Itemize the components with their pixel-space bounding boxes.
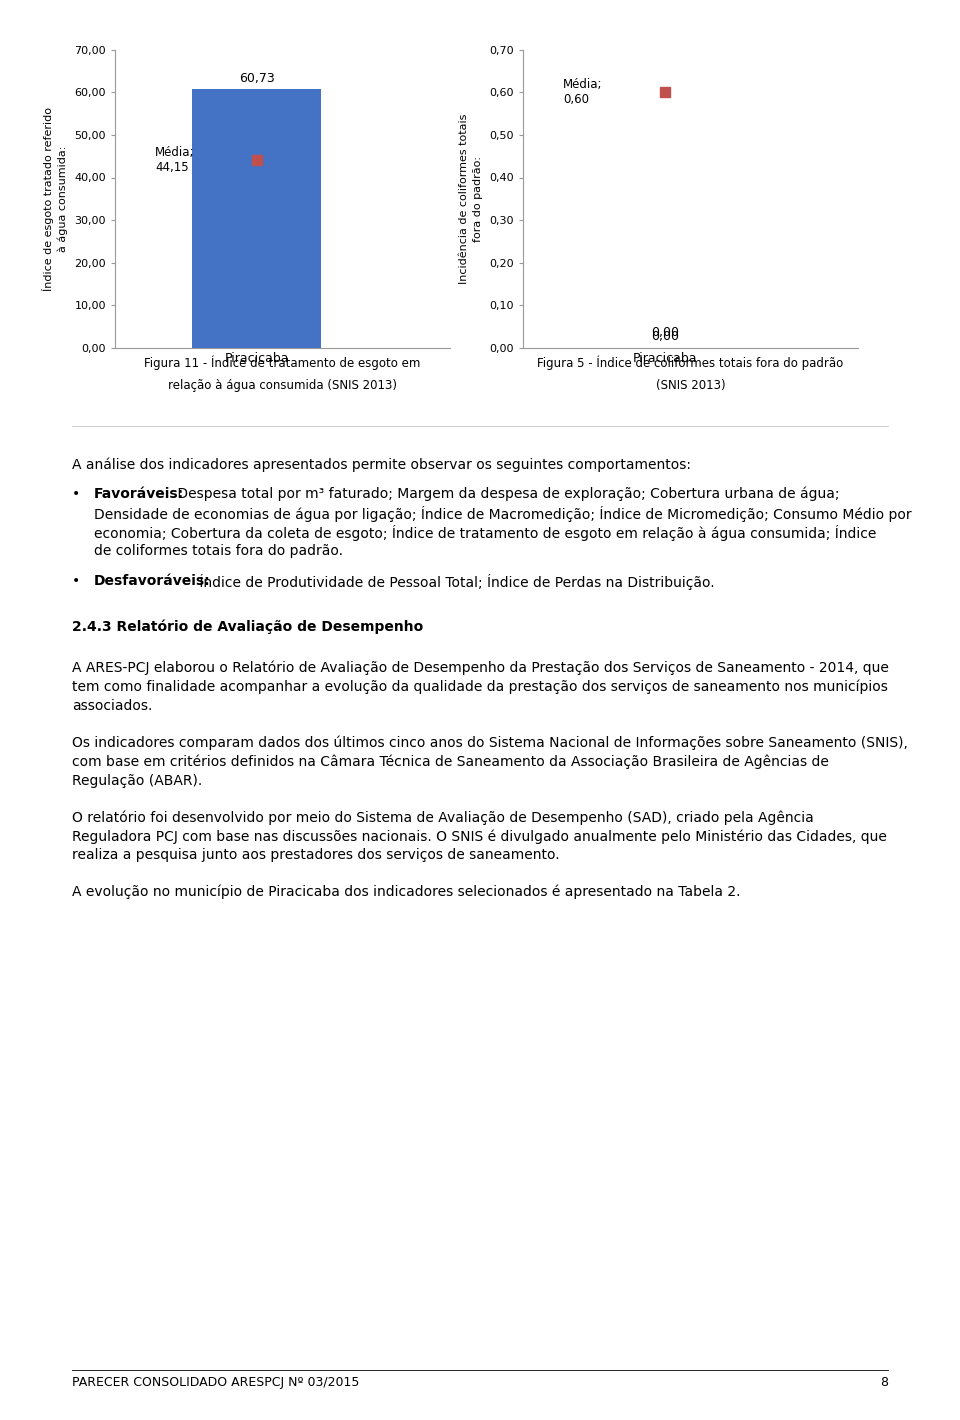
Text: economia; Cobertura da coleta de esgoto; Índice de tratamento de esgoto em relaç: economia; Cobertura da coleta de esgoto;… xyxy=(94,525,876,541)
Text: Despesa total por m³ faturado; Margem da despesa de exploração; Cobertura urbana: Despesa total por m³ faturado; Margem da… xyxy=(173,487,840,501)
Text: (SNIS 2013): (SNIS 2013) xyxy=(656,379,726,392)
Y-axis label: Incidência de coliformes totais
fora do padrão:: Incidência de coliformes totais fora do … xyxy=(460,114,483,284)
Text: associados.: associados. xyxy=(72,699,153,713)
Bar xyxy=(192,89,321,348)
Text: •: • xyxy=(72,487,89,501)
Text: PARECER CONSOLIDADO ARESPCJ Nº 03/2015: PARECER CONSOLIDADO ARESPCJ Nº 03/2015 xyxy=(72,1376,359,1389)
Text: O relatório foi desenvolvido por meio do Sistema de Avaliação de Desempenho (SAD: O relatório foi desenvolvido por meio do… xyxy=(72,811,814,825)
Text: 0,00: 0,00 xyxy=(651,327,679,339)
Text: Densidade de economias de água por ligação; Índice de Macromedição; Índice de Mi: Densidade de economias de água por ligaç… xyxy=(94,506,911,523)
Text: Média;
0,60: Média; 0,60 xyxy=(564,78,603,106)
Text: Figura 11 - Índice de tratamento de esgoto em: Figura 11 - Índice de tratamento de esgo… xyxy=(144,355,420,369)
Text: Figura 5 - Índice de coliformes totais fora do padrão: Figura 5 - Índice de coliformes totais f… xyxy=(538,355,844,369)
Text: Favoráveis:: Favoráveis: xyxy=(94,487,183,501)
Text: A evolução no município de Piracicaba dos indicadores selecionados é apresentado: A evolução no município de Piracicaba do… xyxy=(72,885,740,899)
Text: Desfavoráveis:: Desfavoráveis: xyxy=(94,574,210,588)
Text: realiza a pesquisa junto aos prestadores dos serviços de saneamento.: realiza a pesquisa junto aos prestadores… xyxy=(72,849,560,862)
Text: de coliformes totais fora do padrão.: de coliformes totais fora do padrão. xyxy=(94,544,343,558)
Text: 8: 8 xyxy=(880,1376,888,1389)
Text: 2.4.3 Relatório de Avaliação de Desempenho: 2.4.3 Relatório de Avaliação de Desempen… xyxy=(72,619,423,633)
Text: relação à água consumida (SNIS 2013): relação à água consumida (SNIS 2013) xyxy=(168,379,397,392)
Text: com base em critérios definidos na Câmara Técnica de Saneamento da Associação Br: com base em critérios definidos na Câmar… xyxy=(72,754,828,770)
Text: 60,73: 60,73 xyxy=(239,72,275,85)
Text: A ARES-PCJ elaborou o Relatório de Avaliação de Desempenho da Prestação dos Serv: A ARES-PCJ elaborou o Relatório de Avali… xyxy=(72,660,889,674)
Text: Regulação (ABAR).: Regulação (ABAR). xyxy=(72,774,203,788)
Text: Os indicadores comparam dados dos últimos cinco anos do Sistema Nacional de Info: Os indicadores comparam dados dos último… xyxy=(72,736,908,750)
Text: 0,00: 0,00 xyxy=(651,331,679,344)
Text: Reguladora PCJ com base nas discussões nacionais. O SNIS é divulgado anualmente : Reguladora PCJ com base nas discussões n… xyxy=(72,829,887,843)
Text: tem como finalidade acompanhar a evolução da qualidade da prestação dos serviços: tem como finalidade acompanhar a evoluçã… xyxy=(72,680,888,694)
Text: Média;
44,15: Média; 44,15 xyxy=(156,146,195,173)
Text: A análise dos indicadores apresentados permite observar os seguintes comportamen: A análise dos indicadores apresentados p… xyxy=(72,457,691,471)
Y-axis label: Índice de esgoto tratado referido
à água consumida:: Índice de esgoto tratado referido à água… xyxy=(41,106,67,291)
Text: Índice de Produtividade de Pessoal Total; Índice de Perdas na Distribuição.: Índice de Produtividade de Pessoal Total… xyxy=(195,574,714,589)
Text: •: • xyxy=(72,574,89,588)
